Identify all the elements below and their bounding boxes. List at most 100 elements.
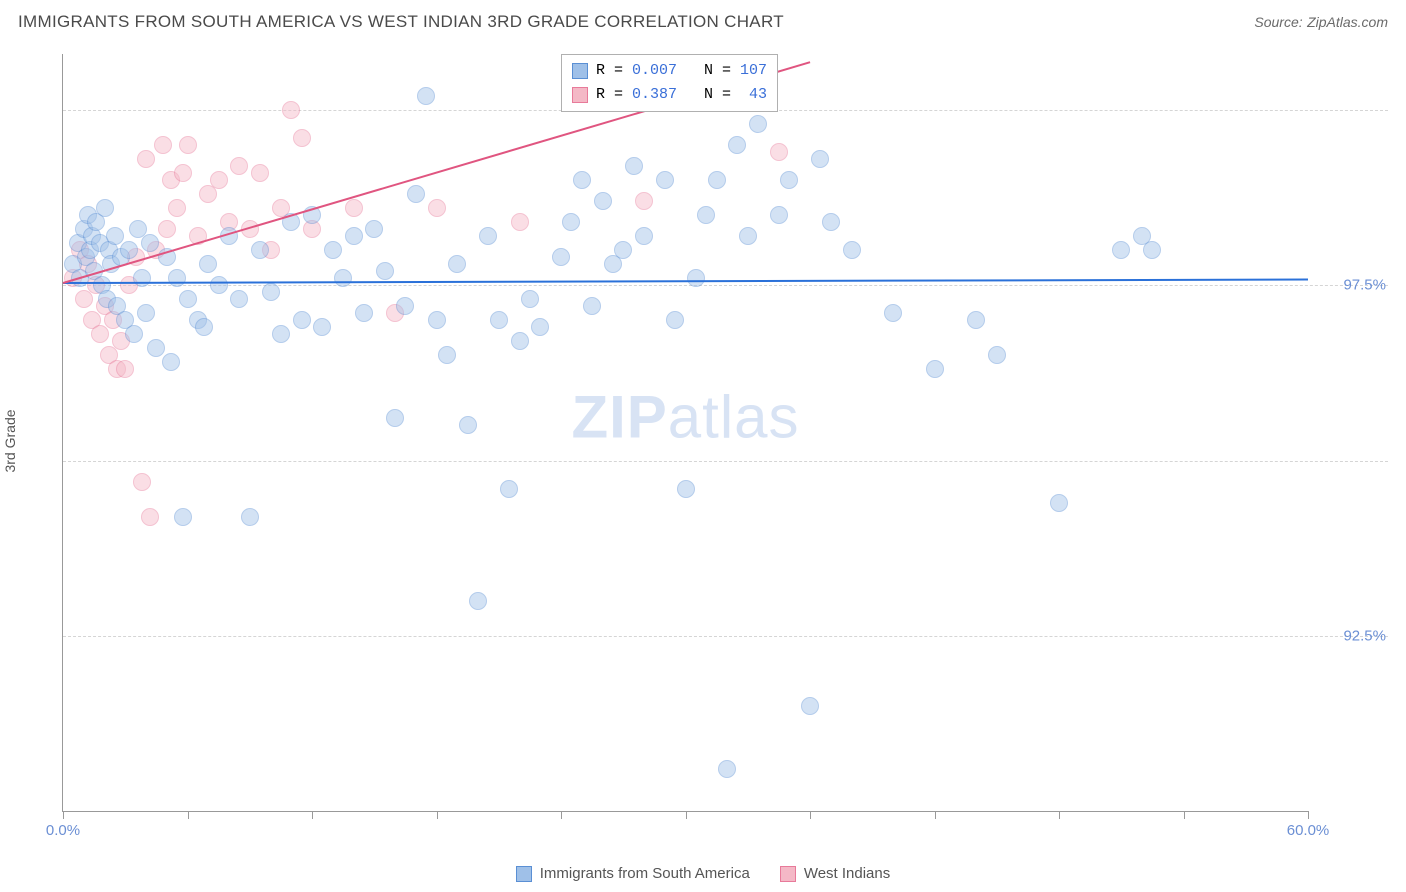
data-point xyxy=(376,262,394,280)
data-point xyxy=(822,213,840,231)
data-point xyxy=(324,241,342,259)
bottom-legend: Immigrants from South America West Indian… xyxy=(0,865,1406,882)
data-point xyxy=(552,248,570,266)
gridline xyxy=(63,461,1388,462)
data-point xyxy=(407,185,425,203)
data-point xyxy=(282,101,300,119)
chart-title: IMMIGRANTS FROM SOUTH AMERICA VS WEST IN… xyxy=(18,12,784,32)
data-point xyxy=(490,311,508,329)
data-point xyxy=(583,297,601,315)
data-point xyxy=(531,318,549,336)
y-tick-label: 92.5% xyxy=(1343,627,1386,644)
stats-legend-row: R = 0.007 N = 107 xyxy=(572,59,767,83)
data-point xyxy=(106,227,124,245)
data-point xyxy=(251,164,269,182)
data-point xyxy=(635,192,653,210)
data-point xyxy=(120,241,138,259)
data-point xyxy=(594,192,612,210)
data-point xyxy=(355,304,373,322)
data-point xyxy=(801,697,819,715)
data-point xyxy=(345,199,363,217)
stats-legend-text: R = 0.007 N = 107 xyxy=(596,59,767,83)
data-point xyxy=(141,234,159,252)
data-point xyxy=(133,473,151,491)
data-point xyxy=(262,283,280,301)
data-point xyxy=(154,136,172,154)
data-point xyxy=(272,325,290,343)
data-point xyxy=(521,290,539,308)
legend-swatch-icon xyxy=(780,866,796,882)
data-point xyxy=(625,157,643,175)
data-point xyxy=(469,592,487,610)
data-point xyxy=(770,206,788,224)
data-point xyxy=(811,150,829,168)
x-tick xyxy=(686,811,687,819)
data-point xyxy=(293,311,311,329)
x-tick xyxy=(63,811,64,819)
legend-swatch-icon xyxy=(516,866,532,882)
data-point xyxy=(230,157,248,175)
data-point xyxy=(345,227,363,245)
x-tick xyxy=(312,811,313,819)
data-point xyxy=(448,255,466,273)
data-point xyxy=(1143,241,1161,259)
data-point xyxy=(179,290,197,308)
x-tick xyxy=(437,811,438,819)
data-point xyxy=(91,325,109,343)
x-tick xyxy=(1184,811,1185,819)
data-point xyxy=(656,171,674,189)
data-point xyxy=(334,269,352,287)
legend-item: Immigrants from South America xyxy=(516,865,750,882)
data-point xyxy=(141,508,159,526)
data-point xyxy=(365,220,383,238)
legend-label: Immigrants from South America xyxy=(540,865,750,882)
data-point xyxy=(396,297,414,315)
data-point xyxy=(125,325,143,343)
data-point xyxy=(1112,241,1130,259)
data-point xyxy=(137,150,155,168)
x-tick xyxy=(810,811,811,819)
gridline xyxy=(63,636,1388,637)
data-point xyxy=(843,241,861,259)
source: Source: ZipAtlas.com xyxy=(1254,14,1388,32)
data-point xyxy=(677,480,695,498)
data-point xyxy=(479,227,497,245)
data-point xyxy=(179,136,197,154)
stats-legend: R = 0.007 N = 107R = 0.387 N = 43 xyxy=(561,54,778,112)
data-point xyxy=(158,220,176,238)
source-value: ZipAtlas.com xyxy=(1307,14,1388,30)
gridline xyxy=(63,285,1388,286)
data-point xyxy=(666,311,684,329)
legend-item: West Indians xyxy=(780,865,890,882)
data-point xyxy=(500,480,518,498)
y-axis-label: 3rd Grade xyxy=(2,409,18,472)
data-point xyxy=(210,171,228,189)
data-point xyxy=(728,136,746,154)
x-tick xyxy=(188,811,189,819)
trend-line xyxy=(63,278,1308,284)
data-point xyxy=(749,115,767,133)
data-point xyxy=(697,206,715,224)
data-point xyxy=(718,760,736,778)
data-point xyxy=(162,353,180,371)
stats-legend-text: R = 0.387 N = 43 xyxy=(596,83,767,107)
data-point xyxy=(230,290,248,308)
data-point xyxy=(438,346,456,364)
data-point xyxy=(147,339,165,357)
legend-swatch-icon xyxy=(572,63,588,79)
data-point xyxy=(168,199,186,217)
data-point xyxy=(687,269,705,287)
stats-legend-row: R = 0.387 N = 43 xyxy=(572,83,767,107)
data-point xyxy=(210,276,228,294)
data-point xyxy=(96,199,114,217)
data-point xyxy=(1050,494,1068,512)
plot-area: ZIPatlas 92.5%97.5%0.0%60.0%R = 0.007 N … xyxy=(62,54,1308,812)
data-point xyxy=(988,346,1006,364)
data-point xyxy=(75,290,93,308)
data-point xyxy=(313,318,331,336)
data-point xyxy=(199,255,217,273)
x-tick-label: 0.0% xyxy=(46,822,80,839)
data-point xyxy=(770,143,788,161)
data-point xyxy=(459,416,477,434)
data-point xyxy=(708,171,726,189)
